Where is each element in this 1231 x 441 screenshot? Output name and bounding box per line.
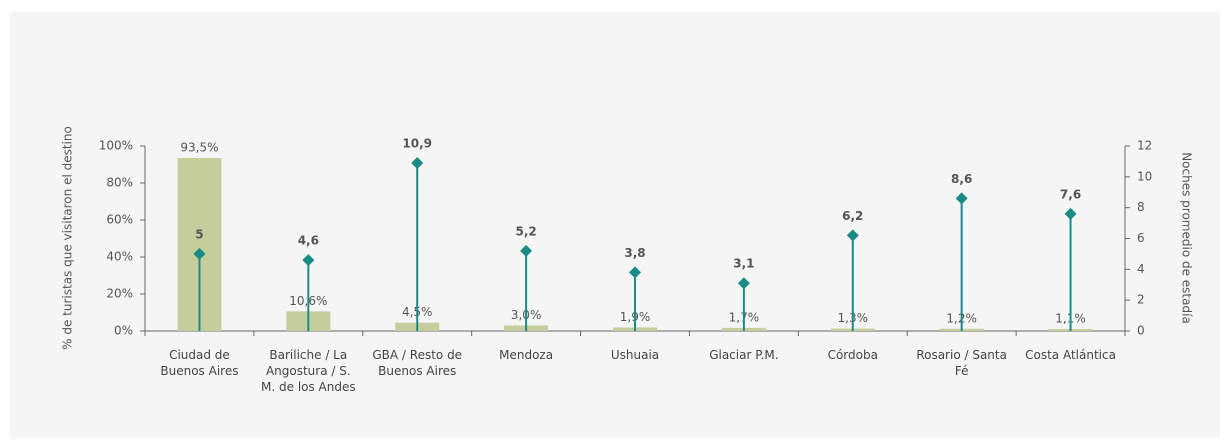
x-tick-label: Córdoba xyxy=(827,348,878,362)
y2-tick-label: 8 xyxy=(1137,200,1145,214)
x-tick-label: Glaciar P.M. xyxy=(709,348,779,362)
y-tick-label: 100% xyxy=(99,139,133,153)
marker xyxy=(955,192,968,205)
x-tick-label: Rosario / Santa Fé xyxy=(916,348,1007,378)
x-tick-label: Bariliche / La Angostura / S. M. de los … xyxy=(261,348,356,394)
x-tick-label: Mendoza xyxy=(499,348,554,362)
y-axis-title: % de turistas que visitaron el destino xyxy=(61,126,75,350)
y-tick-label: 0% xyxy=(114,324,133,338)
bar-label: 93,5% xyxy=(180,141,218,155)
marker xyxy=(520,244,533,257)
marker xyxy=(411,156,424,169)
x-tick-label: Ushuaia xyxy=(610,348,660,362)
y2-tick-label: 0 xyxy=(1137,324,1145,338)
point-label: 7,6 xyxy=(1060,187,1081,201)
marker xyxy=(193,247,206,260)
marker xyxy=(737,277,750,290)
point-label: 6,2 xyxy=(842,209,863,223)
x-tick-label: GBA / Resto de Buenos Aires xyxy=(372,348,463,378)
y2-tick-label: 4 xyxy=(1137,262,1145,276)
marker xyxy=(302,254,315,267)
point-label: 3,8 xyxy=(624,246,645,260)
x-tick-label: Costa Atlántica xyxy=(1025,348,1116,362)
y2-tick-label: 2 xyxy=(1137,293,1145,307)
y2-tick-label: 10 xyxy=(1137,169,1152,183)
point-label: 5,2 xyxy=(515,224,536,238)
point-label: 8,6 xyxy=(951,172,972,186)
y2-axis-title: Noches promedio de estadía xyxy=(1180,152,1194,324)
y-tick-label: 20% xyxy=(106,287,133,301)
point-label: 10,9 xyxy=(402,136,432,150)
point-label: 4,6 xyxy=(298,234,319,248)
y-tick-label: 80% xyxy=(106,176,133,190)
y2-tick-label: 12 xyxy=(1137,139,1152,153)
marker xyxy=(1064,207,1077,220)
marker xyxy=(846,229,859,242)
y-tick-label: 40% xyxy=(106,250,133,264)
y-tick-label: 60% xyxy=(106,213,133,227)
marker xyxy=(629,266,641,279)
y2-tick-label: 6 xyxy=(1137,231,1145,245)
point-label: 3,1 xyxy=(733,257,754,271)
point-label: 5 xyxy=(195,227,203,241)
x-tick-label: Ciudad de Buenos Aires xyxy=(160,348,239,378)
